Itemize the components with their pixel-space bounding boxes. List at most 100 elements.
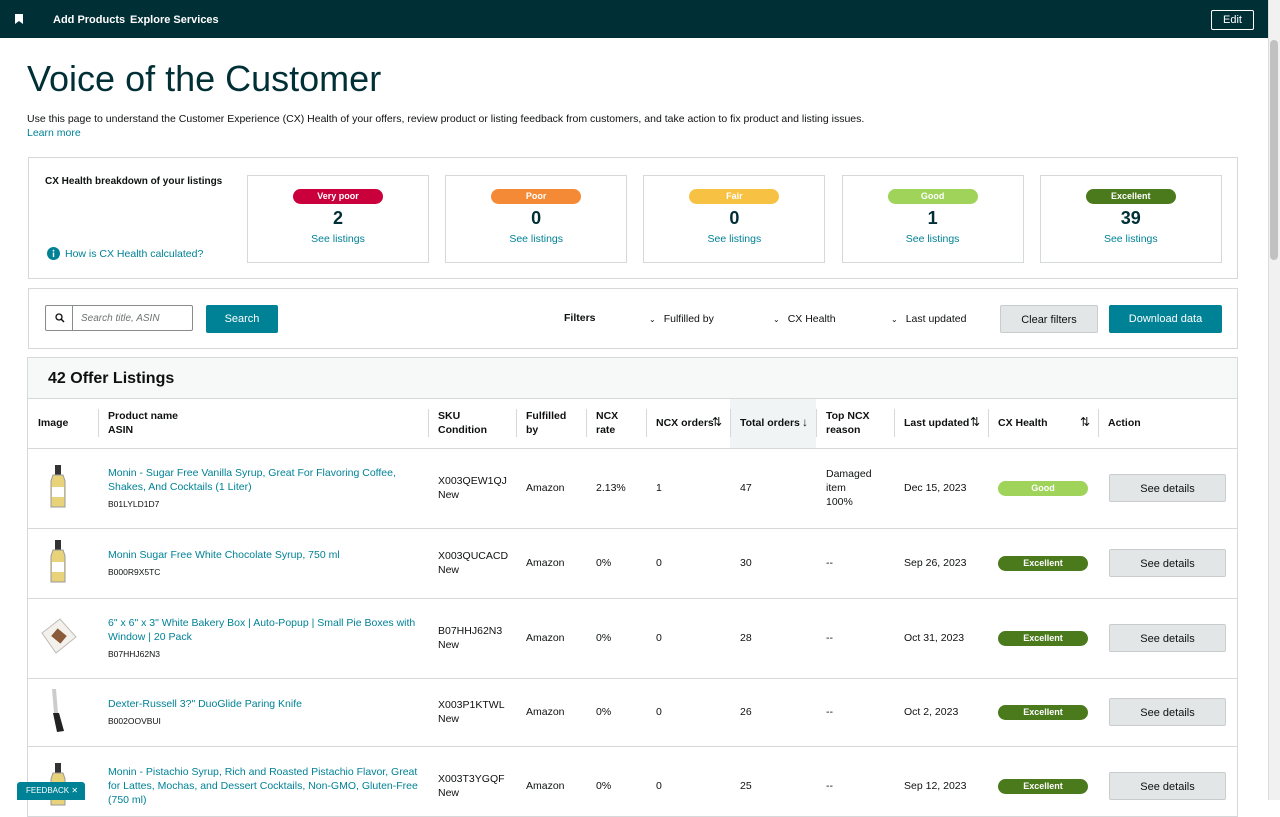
see-details-button[interactable]: See details xyxy=(1109,698,1226,726)
product-name-link[interactable]: Monin - Sugar Free Vanilla Syrup, Great … xyxy=(108,466,396,493)
column-separator xyxy=(586,409,587,437)
filter-dropdown[interactable]: ⌄ Fulfilled by xyxy=(649,313,714,325)
ncx-rate-cell: 2.13% xyxy=(586,448,646,529)
header-row: Image Product name ASIN SKU Condition Fulfill… xyxy=(28,399,1237,449)
see-details-button[interactable]: See details xyxy=(1109,772,1226,800)
product-cell: Monin - Sugar Free Vanilla Syrup, Great … xyxy=(98,448,428,529)
scrollbar-thumb[interactable] xyxy=(1270,40,1278,260)
filter-dropdown[interactable]: ⌄ Last updated xyxy=(891,313,966,325)
health-count: 39 xyxy=(1120,208,1141,228)
reason-text: -- xyxy=(826,780,833,792)
page-title: Voice of the Customer xyxy=(27,58,382,99)
listings-table: Image Product name ASIN SKU Condition Fulfill… xyxy=(28,399,1237,816)
help-link[interactable]: How is CX Health calculated? xyxy=(65,248,204,260)
see-listings-link[interactable]: See listings xyxy=(707,233,762,245)
total-orders-cell: 26 xyxy=(730,678,816,747)
updated-cell: Sep 12, 2023 xyxy=(894,746,988,816)
bookmark-icon[interactable] xyxy=(15,14,23,24)
reason-cell: -- xyxy=(816,678,894,747)
updated-cell: Dec 15, 2023 xyxy=(894,448,988,529)
table-body: Monin - Sugar Free Vanilla Syrup, Great … xyxy=(28,448,1237,816)
ncx-rate-cell: 0% xyxy=(586,746,646,816)
health-count: 0 xyxy=(531,208,542,228)
product-name-link[interactable]: Monin Sugar Free White Chocolate Syrup, … xyxy=(108,548,340,561)
product-name-link[interactable]: 6" x 6" x 3" White Bakery Box | Auto-Pop… xyxy=(108,616,416,643)
download-button[interactable]: Download data xyxy=(1109,305,1222,333)
search-box[interactable]: Search title, ASIN xyxy=(45,305,193,331)
total-orders-cell: 28 xyxy=(730,598,816,679)
column-header-text: SKU xyxy=(438,410,461,423)
column-header-text: CX Health xyxy=(998,417,1048,430)
ncx-rate-cell: 0% xyxy=(586,528,646,599)
product-name-link[interactable]: Monin - Pistachio Syrup, Rich and Roaste… xyxy=(108,766,418,806)
health-cell: Excellent xyxy=(988,598,1098,679)
clear-filters-button[interactable]: Clear filters xyxy=(1000,305,1098,333)
health-cell: Excellent xyxy=(988,746,1098,816)
see-listings-link[interactable]: See listings xyxy=(1103,233,1158,245)
image-cell xyxy=(28,678,98,747)
sort-icon[interactable]: ⇅ xyxy=(711,415,722,429)
sort-icon[interactable]: ↓ xyxy=(802,415,808,429)
health-pill: Good xyxy=(998,480,1088,496)
chevron: ⌄ xyxy=(773,315,780,324)
condition: New xyxy=(438,787,460,799)
edit-button[interactable]: Edit xyxy=(1211,10,1254,30)
ncx-orders-cell: 0 xyxy=(646,678,730,747)
filters-label: Filters xyxy=(564,312,596,324)
column-header-text: NCX rate xyxy=(596,410,619,437)
listing-row: Monin - Pistachio Syrup, Rich and Roaste… xyxy=(28,746,1237,816)
see-details-button[interactable]: See details xyxy=(1109,624,1226,652)
description: Use this page to understand the Customer… xyxy=(27,113,865,125)
learn-more-link[interactable]: Learn more xyxy=(27,127,81,139)
see-listings-link[interactable]: See listings xyxy=(905,233,960,245)
asin: B07HHJ62N3 xyxy=(108,648,160,659)
sku: X003T3YGQF xyxy=(438,773,505,785)
health-card: Fair 0 See listings xyxy=(643,175,826,263)
health-pill: Good xyxy=(887,189,978,204)
search-icon xyxy=(55,313,65,323)
see-details-button[interactable]: See details xyxy=(1109,474,1226,502)
filter-label: CX Health xyxy=(787,313,836,325)
action-cell: See details xyxy=(1098,746,1237,816)
nav-link[interactable]: Explore Services xyxy=(130,14,219,26)
column-header: NCX orders ⇅ xyxy=(646,399,730,449)
see-listings-link[interactable]: See listings xyxy=(509,233,564,245)
sku-cell: B07HHJ62N3 New xyxy=(428,598,516,679)
sort-icon[interactable]: ⇅ xyxy=(969,415,980,429)
filter-dropdown[interactable]: ⌄ CX Health xyxy=(773,313,836,325)
health-pill: Fair xyxy=(689,189,780,204)
asin: B002OOVBUI xyxy=(108,715,161,726)
fulfilled-cell: Amazon xyxy=(516,746,586,816)
condition: New xyxy=(438,489,460,501)
sku-cell: X003T3YGQF New xyxy=(428,746,516,816)
filter-label: Last updated xyxy=(905,313,967,325)
sort-icon[interactable]: ⇅ xyxy=(1079,415,1090,429)
reason-text: 100% xyxy=(826,496,853,508)
column-header-text: NCX orders xyxy=(656,417,714,430)
sku: X003QUCACD xyxy=(438,550,509,562)
image-cell xyxy=(28,598,98,679)
updated-cell: Oct 2, 2023 xyxy=(894,678,988,747)
ncx-rate-cell: 0% xyxy=(586,678,646,747)
see-details-button[interactable]: See details xyxy=(1109,549,1226,577)
sku: X003QEW1QJ xyxy=(438,475,507,487)
listing-row: Dexter-Russell 3?" DuoGlide Paring Knife… xyxy=(28,678,1237,747)
health-pill: Excellent xyxy=(998,704,1088,720)
sku: B07HHJ62N3 xyxy=(438,625,503,637)
condition: New xyxy=(438,564,460,576)
product-name-link[interactable]: Dexter-Russell 3?" DuoGlide Paring Knife xyxy=(108,697,302,710)
nav-link[interactable]: Add Products xyxy=(53,14,126,26)
column-separator xyxy=(98,409,99,437)
reason-text: Damaged item xyxy=(826,468,872,494)
column-separator xyxy=(1098,409,1099,437)
search-button[interactable]: Search xyxy=(206,305,278,333)
column-header-text: ASIN xyxy=(108,424,134,437)
health-cell: Excellent xyxy=(988,528,1098,599)
feedback-tab[interactable]: FEEDBACK ✕ xyxy=(17,782,85,800)
see-listings-link[interactable]: See listings xyxy=(311,233,365,245)
product-cell: Dexter-Russell 3?" DuoGlide Paring Knife… xyxy=(98,678,428,747)
health-cell: Excellent xyxy=(988,678,1098,747)
reason-cell: -- xyxy=(816,746,894,816)
asin: B000R9X5TC xyxy=(108,566,161,577)
